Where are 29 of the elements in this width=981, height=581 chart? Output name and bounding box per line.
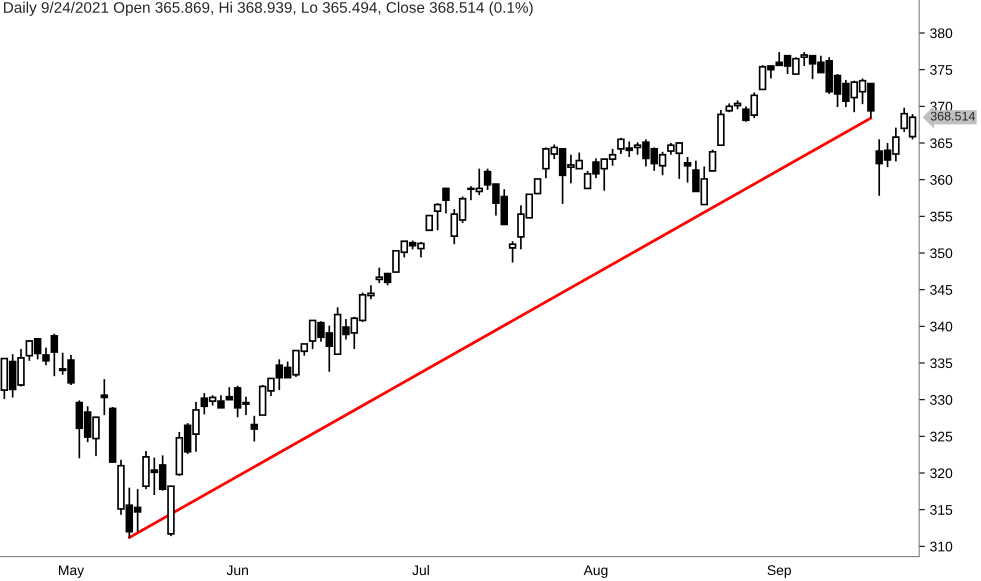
candlestick xyxy=(250,414,258,442)
text: 368.514 xyxy=(930,112,976,121)
candlestick xyxy=(508,240,516,264)
x-tick-label: Jul xyxy=(412,564,429,576)
y-tick-label: 345 xyxy=(930,285,952,295)
candlestick xyxy=(100,378,108,416)
y-tick-label: 380 xyxy=(930,28,952,38)
candlestick xyxy=(708,148,716,172)
chart-title: Daily 9/24/2021 Open 365.869, Hi 368.939, Lo 365.494, Close 368.514 (0.1%) xyxy=(4,2,533,16)
candlestick xyxy=(442,186,450,214)
x-tick-label: May xyxy=(59,565,84,578)
y-tick-label: 310 xyxy=(930,542,952,552)
y-tick-label: 340 xyxy=(930,322,952,332)
y-tick-label: 360 xyxy=(930,175,952,185)
y-tick-label: 330 xyxy=(930,395,952,405)
y-tick-label: 315 xyxy=(930,505,952,515)
y-tick-label: 320 xyxy=(930,468,952,478)
y-tick-label: 350 xyxy=(930,248,952,258)
x-tick-label: Jun xyxy=(226,565,248,576)
candlestick xyxy=(434,202,442,232)
y-tick-label: 355 xyxy=(930,212,952,222)
y-tick-label: 375 xyxy=(930,65,952,75)
candlestick xyxy=(50,332,58,378)
x-tick-label: Sep xyxy=(767,565,791,578)
y-tick-label: 325 xyxy=(930,432,952,442)
y-tick-label: 365 xyxy=(930,138,952,148)
x-tick-label: Aug xyxy=(584,565,608,578)
y-tick-label: 335 xyxy=(930,358,952,368)
candlestick xyxy=(684,156,692,184)
